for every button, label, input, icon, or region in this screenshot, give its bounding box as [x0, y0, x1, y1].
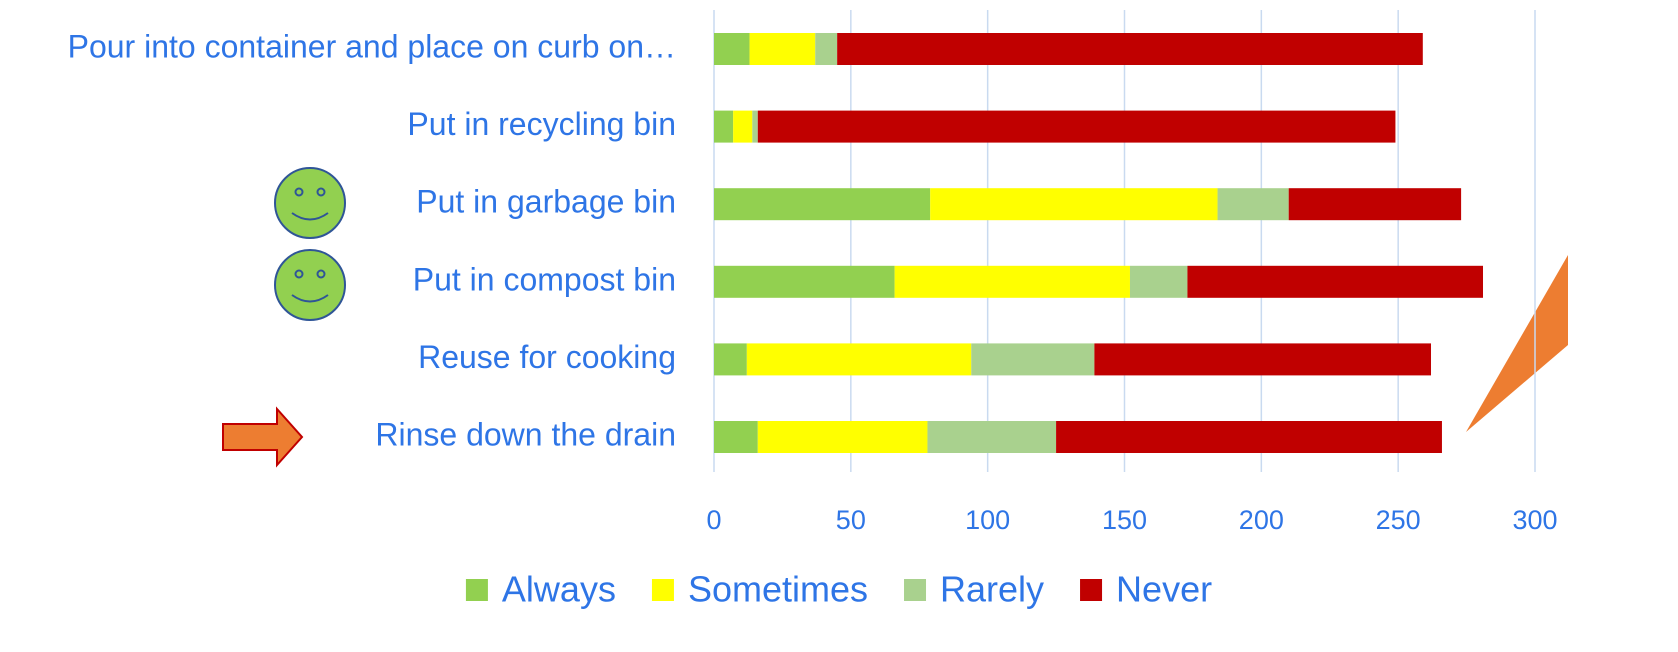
y-tick-label: Rinse down the drain — [375, 416, 676, 452]
bar-segment — [894, 265, 1130, 298]
y-tick-label: Put in compost bin — [413, 261, 676, 297]
bar-segment — [1217, 188, 1289, 221]
bar-segment — [1094, 343, 1432, 376]
x-tick-label: 150 — [1102, 505, 1147, 535]
decorations — [222, 167, 1568, 468]
bar-segment — [757, 421, 928, 453]
smiley — [274, 167, 346, 239]
y-tick-label: Reuse for cooking — [418, 339, 676, 375]
bar-segment — [971, 343, 1095, 376]
legend-swatch — [904, 579, 927, 601]
bar-segment — [714, 110, 734, 143]
smiley — [274, 249, 346, 321]
bar-segment — [1288, 188, 1462, 221]
y-tick-label: Pour into container and place on curb on… — [68, 28, 676, 64]
x-tick-label: 0 — [706, 505, 721, 535]
bar-segment — [1129, 265, 1188, 298]
legend-label: Always — [502, 569, 616, 610]
legend-swatch — [651, 579, 674, 601]
legend-label: Never — [1116, 569, 1212, 610]
bar-segment — [733, 110, 753, 143]
legend-swatch — [465, 579, 488, 601]
legend-label: Rarely — [940, 569, 1044, 610]
y-tick-label: Put in garbage bin — [416, 184, 676, 220]
y-tick-label: Put in recycling bin — [407, 106, 676, 142]
bar-segment — [1187, 265, 1484, 298]
bar-segment — [746, 343, 972, 376]
bar-segment — [815, 33, 838, 65]
bar-segment — [714, 33, 750, 65]
bar-segment — [714, 343, 747, 376]
callout — [1466, 255, 1568, 432]
bar-segment — [714, 421, 758, 453]
bar-segment — [714, 188, 931, 221]
legend-swatch — [1080, 579, 1103, 601]
bar-segment — [757, 110, 1396, 143]
bar-segment — [930, 188, 1218, 221]
x-tick-label: 250 — [1376, 505, 1421, 535]
bar-segment — [1056, 421, 1442, 453]
bar-segment — [714, 265, 895, 298]
bar-segment — [752, 110, 758, 143]
x-tick-label: 300 — [1512, 505, 1557, 535]
x-tick-label: 100 — [965, 505, 1010, 535]
x-tick-label: 200 — [1239, 505, 1284, 535]
bar-segment — [927, 421, 1057, 453]
legend-label: Sometimes — [688, 569, 868, 610]
bar-segment — [837, 33, 1423, 65]
arrow — [222, 406, 304, 468]
legend: Always Sometimes Rarely Never — [465, 569, 1212, 610]
x-tick-label: 50 — [836, 505, 866, 535]
bar-segment — [749, 33, 816, 65]
